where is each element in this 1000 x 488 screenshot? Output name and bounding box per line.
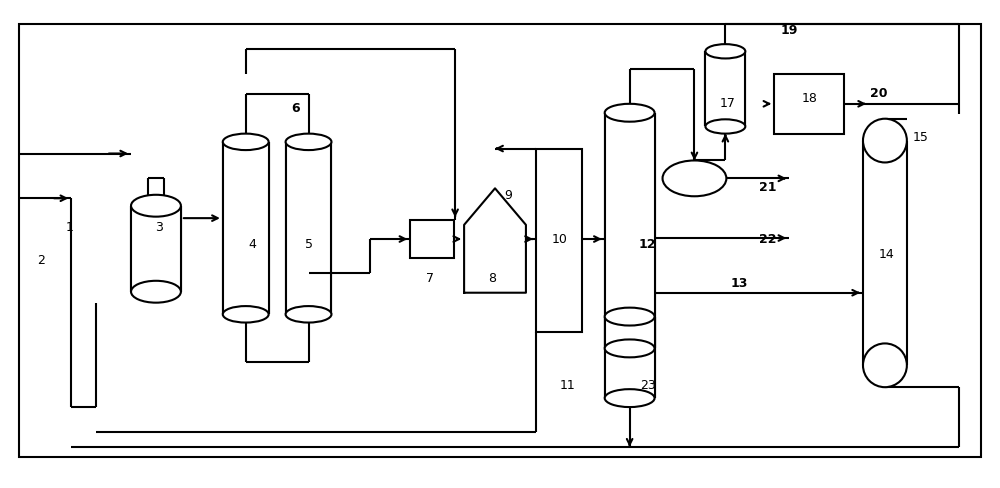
Text: 21: 21: [759, 180, 776, 193]
Ellipse shape: [663, 161, 726, 197]
Text: 4: 4: [249, 238, 257, 250]
Bar: [286, 142, 331, 315]
Bar: [605, 114, 655, 349]
Text: 18: 18: [801, 92, 817, 105]
Text: 2: 2: [37, 253, 45, 266]
Polygon shape: [464, 189, 526, 293]
Ellipse shape: [605, 104, 655, 122]
Bar: [536, 149, 582, 333]
Text: 17: 17: [719, 97, 735, 110]
Text: 16: 16: [692, 175, 707, 188]
Bar: [131, 206, 181, 292]
Text: 22: 22: [759, 233, 776, 245]
Bar: [223, 142, 269, 315]
Bar: [19, 25, 981, 457]
Ellipse shape: [605, 389, 655, 407]
Ellipse shape: [223, 134, 269, 151]
Text: 23: 23: [640, 378, 655, 391]
Text: 1: 1: [65, 221, 73, 233]
Text: 14: 14: [879, 247, 895, 260]
Ellipse shape: [705, 120, 745, 134]
Text: 9: 9: [504, 189, 512, 202]
Ellipse shape: [863, 120, 907, 163]
Ellipse shape: [286, 306, 331, 323]
Ellipse shape: [286, 134, 331, 151]
Ellipse shape: [223, 306, 269, 323]
Text: 5: 5: [305, 238, 313, 250]
Text: 20: 20: [870, 87, 888, 100]
Ellipse shape: [705, 45, 745, 60]
Bar: [410, 221, 454, 258]
Text: 19: 19: [781, 24, 798, 37]
Bar: [774, 75, 844, 134]
Text: 13: 13: [731, 276, 748, 289]
Ellipse shape: [863, 344, 907, 387]
Ellipse shape: [131, 195, 181, 217]
Bar: [863, 142, 907, 366]
Ellipse shape: [131, 281, 181, 303]
Bar: [605, 317, 655, 398]
Text: 3: 3: [155, 221, 163, 233]
Text: 7: 7: [426, 271, 434, 285]
Text: 10: 10: [552, 233, 568, 245]
Text: 8: 8: [488, 271, 496, 285]
Bar: [705, 52, 745, 127]
Ellipse shape: [605, 308, 655, 326]
Ellipse shape: [605, 340, 655, 358]
Text: 6: 6: [291, 102, 300, 115]
Text: 15: 15: [913, 131, 929, 144]
Text: 11: 11: [560, 378, 576, 391]
Text: 12: 12: [639, 238, 656, 250]
